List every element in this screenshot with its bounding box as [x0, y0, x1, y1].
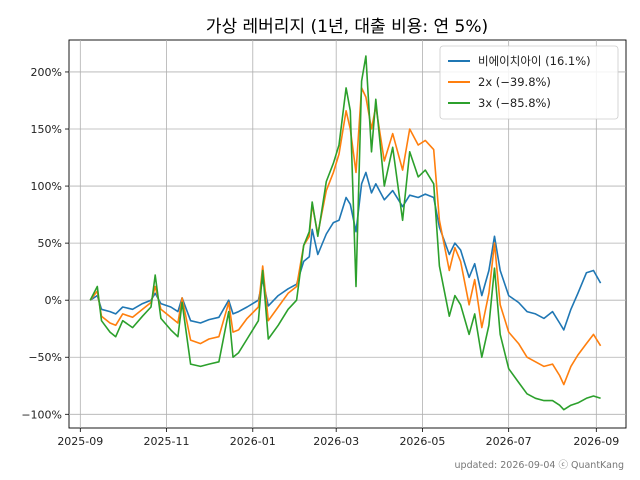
y-tick-label: 200% [31, 66, 62, 79]
legend-box [439, 45, 619, 120]
plot-area [68, 39, 627, 429]
legend-label: 3x (−85.8%) [478, 96, 551, 110]
x-tick-label: 2026-01 [230, 435, 276, 448]
y-tick-label: −100% [21, 408, 62, 421]
footer-credit: updated: 2026-09-04 ⓒ QuantKang [455, 460, 624, 471]
x-tick-label: 2026-05 [399, 435, 445, 448]
series-lines [89, 55, 602, 411]
axes: −100% −50% 0% 50% 100% 150% 200% 2025-09 2025-11… [21, 66, 619, 448]
x-tick-label: 2025-09 [57, 435, 103, 448]
x-tick-label: 2026-03 [313, 435, 359, 448]
y-tick-label: 100% [31, 180, 62, 193]
y-tick-label: −50% [28, 351, 62, 364]
chart-title: 가상 레버리지 (1년, 대출 비용: 연 5%) [206, 17, 488, 37]
legend-label: 2x (−39.8%) [478, 75, 551, 89]
legend: 비에이치아이 (16.1%) 2x (−39.8%) 3x (−85.8%) [439, 45, 619, 120]
series-line-2 [89, 87, 602, 386]
series-line-1 [89, 171, 602, 331]
legend-label: 비에이치아이 (16.1%) [478, 54, 591, 68]
y-tick-label: 150% [31, 123, 62, 136]
series-line-3 [89, 55, 601, 411]
y-tick-label: 0% [45, 294, 62, 307]
y-tick-label: 50% [38, 237, 62, 250]
x-tick-label: 2026-07 [486, 435, 532, 448]
x-tick-label: 2025-11 [144, 435, 190, 448]
x-tick-label: 2026-09 [573, 435, 619, 448]
